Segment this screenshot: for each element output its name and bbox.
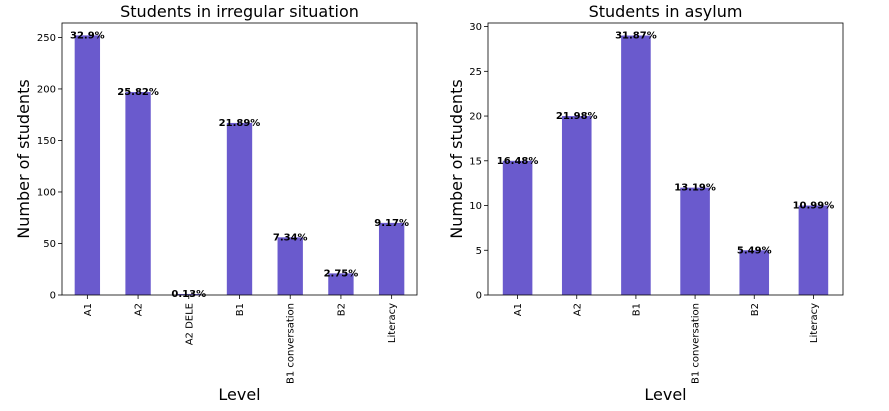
- chart-title: Students in asylum: [589, 2, 743, 21]
- x-tick-label: Literacy: [809, 303, 820, 343]
- y-axis-label: Number of students: [447, 79, 466, 238]
- y-tick-label: 20: [469, 112, 482, 123]
- bar-b1: [226, 122, 253, 295]
- bar-a2-dele: [176, 293, 202, 295]
- x-axis-label: Level: [644, 385, 686, 404]
- x-tick-label: A2: [134, 303, 145, 316]
- x-tick-label: B2: [336, 303, 347, 316]
- y-tick-label: 0: [50, 291, 56, 302]
- y-tick-label: 30: [469, 22, 482, 33]
- bar-a1: [74, 35, 101, 295]
- x-tick-label: B1: [631, 303, 642, 316]
- x-tick-label: A1: [513, 303, 524, 316]
- y-tick-label: 15: [469, 156, 482, 167]
- x-tick-label: A1: [83, 303, 94, 316]
- y-tick-label: 0: [476, 291, 482, 302]
- data-label: 31.87%: [615, 31, 657, 42]
- y-axis-label: Number of students: [14, 79, 33, 238]
- plot-frame: [487, 22, 844, 296]
- x-tick-label: B1 conversation: [691, 303, 702, 384]
- bar-b1-conversation: [277, 237, 303, 295]
- data-label: 32.9%: [70, 30, 105, 41]
- x-tick-label: B2: [750, 303, 761, 316]
- bar-b1: [621, 35, 651, 296]
- data-label: 7.34%: [273, 232, 308, 243]
- chart-panel-2: Students in asylum 16.48% A1 21.98% A2 31.87%…: [447, 2, 844, 404]
- data-label: 21.89%: [219, 118, 261, 129]
- x-axis-label: Level: [218, 385, 260, 404]
- x-tick-label: B1: [235, 303, 246, 316]
- bar-a2: [125, 92, 151, 295]
- x-tick-label: Literacy: [387, 303, 398, 343]
- chart-panel-1: Students in irregular situation 32.9% A1 25…: [14, 2, 418, 404]
- data-label: 2.75%: [324, 268, 359, 279]
- bar-b1-conversation: [680, 187, 710, 295]
- data-label: 21.98%: [556, 111, 598, 122]
- plot-frame: [61, 22, 418, 296]
- data-label: 16.48%: [497, 156, 539, 167]
- data-label: 0.13%: [171, 289, 206, 300]
- y-tick-label: 50: [43, 239, 56, 250]
- y-tick-label: 25: [469, 67, 482, 78]
- bar-a2: [561, 116, 592, 295]
- y-tick-label: 100: [37, 187, 56, 198]
- data-label: 25.82%: [117, 87, 159, 98]
- y-tick-label: 10: [469, 201, 482, 212]
- y-tick-label: 150: [37, 136, 56, 147]
- data-label: 10.99%: [793, 201, 835, 212]
- y-tick-label: 5: [476, 246, 482, 257]
- y-tick-label: 250: [37, 33, 56, 44]
- x-tick-label: A2: [572, 303, 583, 316]
- bar-literacy: [798, 205, 829, 295]
- x-tick-label: B1 conversation: [286, 303, 297, 384]
- bar-a1: [502, 160, 533, 295]
- bar-b2: [328, 273, 354, 295]
- bar-b2: [739, 250, 770, 295]
- data-label: 5.49%: [737, 245, 772, 256]
- y-tick-label: 200: [37, 84, 56, 95]
- chart-title: Students in irregular situation: [120, 2, 359, 21]
- data-label: 9.17%: [374, 218, 409, 229]
- bar-literacy: [378, 222, 405, 295]
- data-label: 13.19%: [674, 183, 716, 194]
- x-tick-label: A2 DELE: [184, 303, 195, 345]
